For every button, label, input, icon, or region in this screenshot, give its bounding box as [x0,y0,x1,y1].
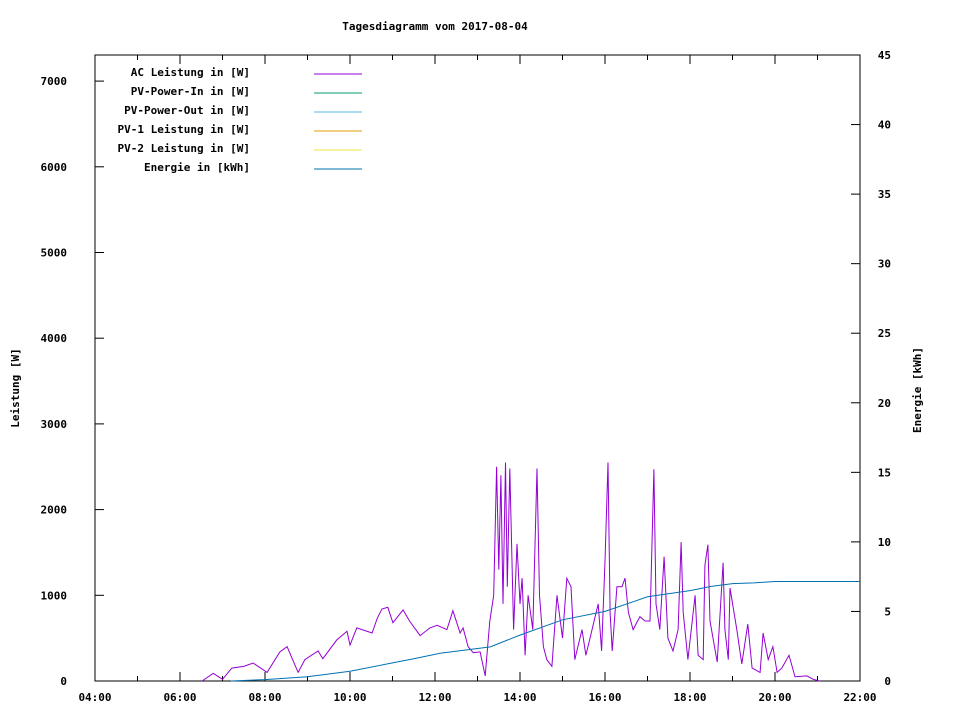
y2-axis-label: Energie [kWh] [911,347,924,433]
legend-label: Energie in [kWh] [144,161,250,174]
y-tick-label: 6000 [41,161,68,174]
y2-tick-label: 10 [878,536,891,549]
y-tick-label: 0 [60,675,67,688]
y-axis-label: Leistung [W] [9,348,22,427]
y-tick-label: 7000 [41,75,68,88]
y2-tick-label: 45 [878,49,891,62]
y2-tick-label: 15 [878,466,891,479]
series-line-5 [230,581,860,682]
y2-tick-label: 20 [878,397,891,410]
legend-label: PV-1 Leistung in [W] [118,123,250,136]
legend-label: PV-Power-Out in [W] [124,104,250,117]
x-tick-label: 08:00 [248,691,281,704]
x-tick-label: 18:00 [673,691,706,704]
y-tick-label: 2000 [41,504,68,517]
y2-tick-label: 0 [884,675,891,688]
x-tick-label: 20:00 [758,691,791,704]
series-line-0 [201,462,821,682]
y-tick-label: 1000 [41,589,68,602]
chart-title: Tagesdiagramm vom 2017-08-04 [342,20,528,33]
y-tick-label: 3000 [41,418,68,431]
x-tick-label: 04:00 [78,691,111,704]
y-tick-label: 5000 [41,247,68,260]
y2-tick-label: 25 [878,327,891,340]
x-tick-label: 16:00 [588,691,621,704]
x-tick-label: 14:00 [503,691,536,704]
x-tick-label: 22:00 [843,691,876,704]
y2-tick-label: 5 [884,605,891,618]
y2-tick-label: 40 [878,119,891,132]
legend-label: PV-2 Leistung in [W] [118,142,250,155]
legend-label: PV-Power-In in [W] [131,85,250,98]
x-tick-label: 12:00 [418,691,451,704]
y2-tick-label: 35 [878,188,891,201]
x-tick-label: 10:00 [333,691,366,704]
x-tick-label: 06:00 [163,691,196,704]
y2-tick-label: 30 [878,258,891,271]
y-tick-label: 4000 [41,332,68,345]
legend-label: AC Leistung in [W] [131,66,250,79]
